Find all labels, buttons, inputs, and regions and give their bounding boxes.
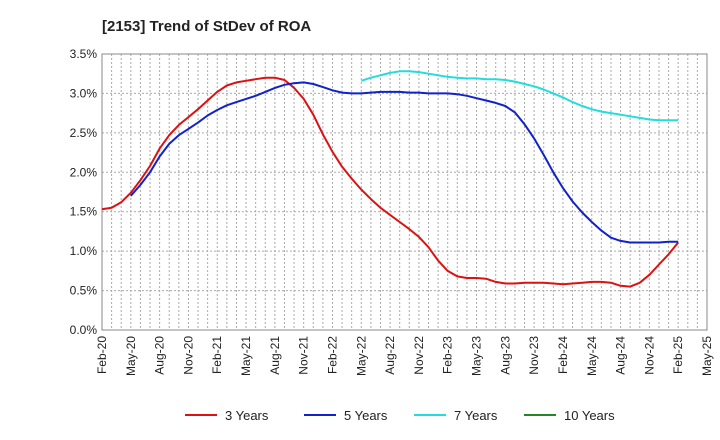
y-tick-label: 1.5%	[70, 205, 98, 219]
x-tick-label: Aug-20	[153, 336, 167, 375]
y-axis-ticks: 0.0% 0.5% 1.0% 1.5% 2.0% 2.5% 3.0% 3.5%	[70, 47, 98, 337]
legend-label: 7 Years	[454, 408, 498, 423]
x-tick-label: May-21	[239, 336, 253, 376]
x-tick-label: May-20	[124, 336, 138, 376]
x-tick-label: Nov-20	[181, 336, 195, 375]
series-line	[360, 70, 679, 122]
chart-title: [2153] Trend of StDev of ROA	[102, 18, 311, 35]
legend-label: 3 Years	[225, 408, 269, 423]
y-tick-label: 3.5%	[70, 47, 98, 61]
y-tick-label: 3.0%	[70, 86, 98, 100]
plot-area	[101, 53, 708, 331]
x-tick-label: Feb-25	[671, 336, 685, 374]
y-tick-label: 2.5%	[70, 126, 98, 140]
y-tick-label: 2.0%	[70, 165, 98, 179]
x-tick-label: Aug-24	[614, 336, 628, 375]
x-axis-ticks: Feb-20 May-20 Aug-20 Nov-20 Feb-21 May-21 Aug-…	[95, 336, 714, 376]
x-tick-label: Nov-24	[642, 336, 656, 375]
y-tick-label: 1.0%	[70, 244, 98, 258]
x-tick-label: Feb-24	[556, 336, 570, 374]
legend-label: 5 Years	[344, 408, 388, 423]
series-line	[130, 81, 679, 244]
series-lines	[101, 70, 679, 288]
y-tick-label: 0.5%	[70, 284, 98, 298]
x-tick-label: Nov-22	[412, 336, 426, 375]
x-tick-label: May-23	[470, 336, 484, 376]
x-tick-label: Nov-23	[527, 336, 541, 375]
x-tick-label: Nov-21	[297, 336, 311, 375]
legend-label: 10 Years	[564, 408, 615, 423]
x-tick-label: Feb-20	[95, 336, 109, 374]
x-tick-label: Aug-23	[498, 336, 512, 375]
x-tick-label: Feb-23	[441, 336, 455, 374]
series-line	[101, 76, 679, 288]
x-tick-label: May-22	[354, 336, 368, 376]
y-tick-label: 0.0%	[70, 323, 98, 337]
x-tick-label: May-24	[585, 336, 599, 376]
legend: 3 Years 5 Years 7 Years 10 Years	[185, 408, 615, 423]
x-tick-label: Feb-21	[210, 336, 224, 374]
x-tick-label: Aug-22	[383, 336, 397, 375]
x-tick-label: Feb-22	[325, 336, 339, 374]
grid	[102, 54, 707, 330]
x-tick-label: May-25	[700, 336, 714, 376]
x-tick-label: Aug-21	[268, 336, 282, 375]
